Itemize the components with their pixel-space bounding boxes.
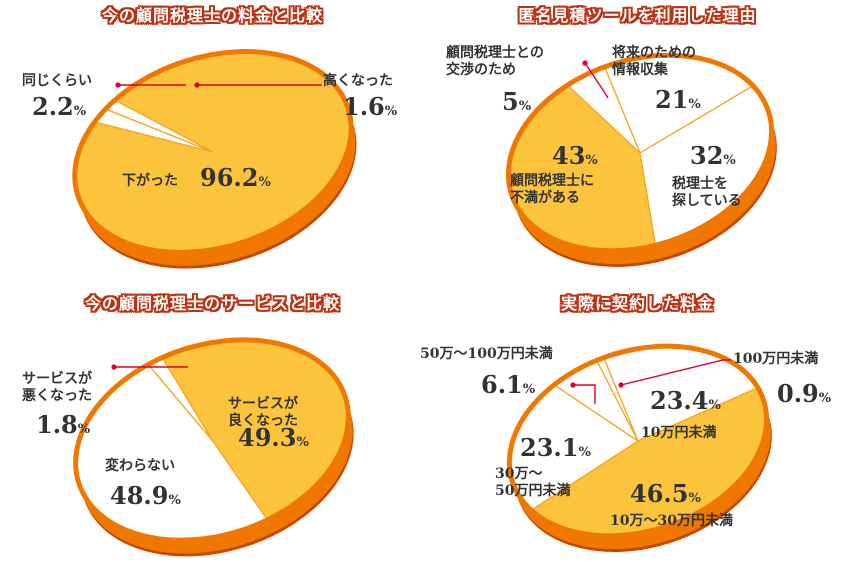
slice-name-label: 高くなった <box>323 73 393 89</box>
slice-name-label: 50万～100万円未満 <box>420 346 553 362</box>
slice-name-label: 30万～ 50万円未満 <box>495 466 571 499</box>
slice-value-label: 48.9% <box>110 481 181 510</box>
leader-dot <box>111 364 117 370</box>
slice-value-label: 1.6% <box>343 92 398 121</box>
chart-service-comparison: 今の顧問税理士のサービスと比較 サービスが 良くなった 49.3% 変わらない 48.9… <box>0 288 425 575</box>
leader-dot <box>582 60 588 66</box>
chart-fee-comparison: 今の顧問税理士の料金と比較 下がった 96.2% 同じくらい 2.2% 高くなった 1.6… <box>0 0 425 287</box>
slice-value-label: 96.2% <box>200 163 271 192</box>
leader-dot <box>618 382 624 388</box>
pie-svg <box>506 343 772 552</box>
leader-line <box>584 62 609 99</box>
slice-name-label: 税理士を 探している <box>672 176 742 209</box>
leader-dot <box>570 382 576 388</box>
slice-name-label: 10万円未満 <box>641 425 717 441</box>
chart-contract-fee: 実際に契約した料金 10万円未満 23.4% 10万～30万円未満 46.5% 30万～… <box>420 288 850 575</box>
pie-svg <box>73 337 354 557</box>
slice-name-label: 変わらない <box>105 458 175 474</box>
leader-dot <box>115 82 121 88</box>
slice-name-label: 顧問税理士との 交渉のため <box>446 45 544 78</box>
slice-value-label: 0.9% <box>777 379 832 408</box>
pie-svg <box>72 49 357 269</box>
leader-line <box>573 384 596 404</box>
slice-name-label: サービスが 良くなった <box>228 396 298 429</box>
slice-value-label: 5% <box>502 87 532 116</box>
slice-value-label: 32% <box>690 141 736 170</box>
slice-name-label: 下がった <box>122 173 178 189</box>
leader-dot <box>194 82 200 88</box>
chart-title: 今の顧問税理士のサービスと比較 <box>84 294 340 313</box>
slice-value-label: 46.5% <box>630 479 701 508</box>
leader-line <box>620 359 731 386</box>
slice-name-label: サービスが 悪くなった <box>22 371 92 404</box>
slice-name-label: 100万円未満 <box>733 351 819 367</box>
slices <box>508 345 768 537</box>
slice-value-label: 43% <box>552 141 598 170</box>
chart-title: 今の顧問税理士の料金と比較 <box>101 6 323 25</box>
slice-name-label: 将来のための 情報収集 <box>612 45 696 78</box>
slices <box>75 339 349 541</box>
slice-value-label: 1.8% <box>36 410 91 439</box>
slices <box>74 50 352 254</box>
slice-value-label: 23.4% <box>650 386 721 415</box>
slice-value-label: 49.3% <box>238 423 309 452</box>
slice-name-label: 顧問税理士に 不満がある <box>510 173 594 206</box>
slice-value-label: 6.1% <box>481 370 536 399</box>
pie-svg <box>505 52 777 267</box>
slice-value-label: 21% <box>655 85 701 114</box>
slice-name-label: 10万～30万円未満 <box>610 513 733 529</box>
slice-value-label: 23.1% <box>520 433 591 462</box>
chart-title: 匿名見積ツールを利用した理由 <box>518 6 757 25</box>
slice-value-label: 2.2% <box>32 92 87 121</box>
slice-name-label: 同じくらい <box>22 73 92 89</box>
chart-reasons: 匿名見積ツールを利用した理由 将来のための 情報収集 21% 税理士を 探している 32%… <box>425 0 850 287</box>
chart-title: 実際に契約した料金 <box>560 294 714 313</box>
